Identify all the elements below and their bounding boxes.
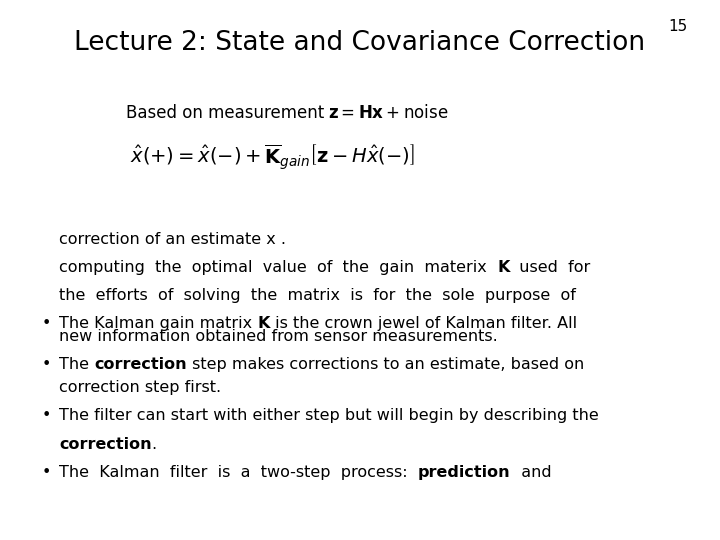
Text: is the crown jewel of Kalman filter. All: is the crown jewel of Kalman filter. All [270,316,577,331]
Text: correction of an estimate x .: correction of an estimate x . [59,232,286,247]
Text: the  efforts  of  solving  the  matrix  is  for  the  sole  purpose  of: the efforts of solving the matrix is for… [59,288,576,303]
Text: and: and [510,465,552,481]
Text: .: . [152,437,157,453]
Text: The filter can start with either step but will begin by describing the: The filter can start with either step bu… [59,408,599,423]
Text: prediction: prediction [418,465,510,481]
Text: •: • [42,316,51,331]
Text: Based on measurement: Based on measurement [126,104,324,122]
Text: $\hat{x}(+) = \hat{x}(-) + \overline{\mathbf{K}}_{gain}\left[\mathbf{z} - H\hat{: $\hat{x}(+) = \hat{x}(-) + \overline{\ma… [130,143,415,172]
Text: •: • [42,408,51,423]
Text: new information obtained from sensor measurements.: new information obtained from sensor mea… [59,329,498,345]
Text: The Kalman gain matrix: The Kalman gain matrix [59,316,257,331]
Text: correction: correction [59,437,152,453]
Text: The: The [59,357,94,373]
Text: K: K [257,316,270,331]
Text: used  for: used for [510,260,590,275]
Text: correction: correction [94,357,186,373]
Text: step makes corrections to an estimate, based on: step makes corrections to an estimate, b… [186,357,584,373]
Text: computing  the  optimal  value  of  the  gain  materix: computing the optimal value of the gain … [59,260,497,275]
Text: •: • [42,357,51,373]
Text: The  Kalman  filter  is  a  two-step  process:: The Kalman filter is a two-step process: [59,465,418,481]
Text: K: K [497,260,510,275]
Text: $\mathbf{z} = \mathbf{H}\mathbf{x} + \mathrm{noise}$: $\mathbf{z} = \mathbf{H}\mathbf{x} + \ma… [328,104,448,122]
Text: Lecture 2: State and Covariance Correction: Lecture 2: State and Covariance Correcti… [74,30,646,56]
Text: 15: 15 [668,19,688,34]
Text: •: • [42,465,51,481]
Text: correction step first.: correction step first. [59,380,221,395]
